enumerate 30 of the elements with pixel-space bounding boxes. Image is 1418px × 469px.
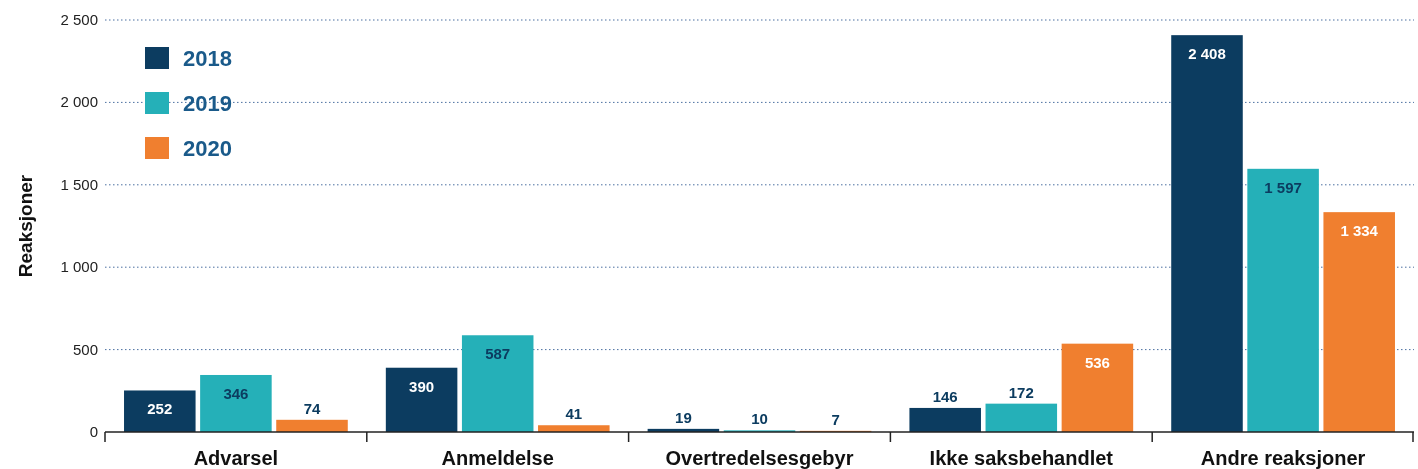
x-tick-label: Andre reaksjoner xyxy=(1200,447,1366,469)
legend-label: 2020 xyxy=(183,136,232,161)
data-label: 252 xyxy=(147,400,173,418)
x-tick-label: Ikke saksbehandlet xyxy=(929,447,1114,469)
data-label: 1 597 xyxy=(1264,178,1302,196)
data-label: 10 xyxy=(751,410,768,428)
data-label: 74 xyxy=(303,399,321,417)
y-tick-label: 0 xyxy=(89,423,98,440)
data-label: 587 xyxy=(485,345,511,363)
data-label: 1 334 xyxy=(1340,222,1379,240)
data-label: 346 xyxy=(223,384,249,402)
data-label: 172 xyxy=(1008,383,1034,401)
x-tick-label: Advarsel xyxy=(193,447,279,469)
data-label: 390 xyxy=(409,377,435,395)
data-label: 536 xyxy=(1084,353,1110,371)
data-label: 7 xyxy=(831,410,840,428)
data-label: 146 xyxy=(932,387,958,405)
y-tick-label: 2 000 xyxy=(60,93,98,111)
data-label: 41 xyxy=(565,405,583,423)
data-label: 19 xyxy=(675,408,692,426)
y-tick-label: 2 500 xyxy=(60,11,98,28)
legend-label: 2019 xyxy=(183,91,232,116)
x-tick-label: Overtredelsesgebyr xyxy=(665,447,854,469)
y-tick-label: 1 500 xyxy=(60,175,98,193)
y-tick-label: 1 000 xyxy=(60,258,98,276)
x-tick-label: Anmeldelse xyxy=(441,447,554,469)
legend-label: 2018 xyxy=(183,46,232,71)
y-tick-label: 500 xyxy=(72,340,98,358)
data-label: 2 408 xyxy=(1188,45,1226,63)
y-axis-title: Reaksjoner xyxy=(15,174,36,278)
